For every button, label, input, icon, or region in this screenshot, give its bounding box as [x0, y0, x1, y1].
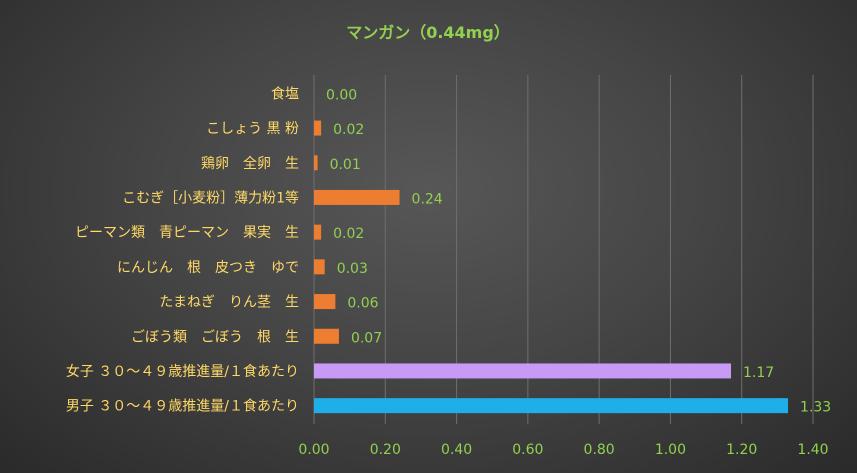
category-label: たまねぎ りん茎 生 — [159, 295, 299, 311]
category-label: ごぼう類 ごぼう 根 生 — [131, 329, 299, 345]
category-label: 女子 ３０～４９歳推進量/１食あたり — [66, 363, 299, 380]
bars — [314, 120, 789, 414]
value-label: 0.06 — [347, 296, 378, 312]
value-label: 0.07 — [351, 330, 382, 346]
value-labels: 0.00 0.02 0.01 0.24 0.02 0.03 0.06 0.07 1.17 1.33 — [326, 87, 831, 415]
x-tick-label: 1.00 — [655, 442, 686, 458]
value-label: 0.00 — [326, 87, 357, 103]
x-tick-label: 0.00 — [298, 442, 329, 458]
bar — [314, 259, 325, 275]
category-label: 鶏卵 全卵 生 — [201, 155, 299, 172]
x-tick-label: 0.60 — [512, 442, 543, 458]
x-tick-label: 0.20 — [370, 442, 401, 458]
category-label: 食塩 — [271, 85, 299, 102]
value-label: 0.01 — [330, 157, 361, 173]
x-tick-label: 0.80 — [584, 442, 615, 458]
bar — [314, 398, 789, 414]
bar — [314, 328, 339, 344]
category-label: こしょう 黒 粉 — [206, 121, 299, 137]
value-label: 1.17 — [743, 365, 774, 381]
category-label: こむぎ［小麦粉］薄力粉1等 — [122, 189, 299, 206]
category-label: ピーマン類 青ピーマン 果実 生 — [75, 225, 299, 241]
bar — [314, 363, 732, 379]
bar — [314, 155, 318, 171]
value-label: 0.24 — [412, 191, 443, 207]
value-label: 0.03 — [337, 261, 368, 277]
category-label: 男子 ３０～４９歳推進量/１食あたり — [66, 398, 299, 415]
category-label: にんじん 根 皮つき ゆで — [117, 260, 299, 276]
bar — [314, 294, 336, 310]
value-label: 0.02 — [333, 226, 364, 242]
bar — [314, 120, 322, 136]
x-tick-label: 1.20 — [726, 442, 757, 458]
value-label: 0.02 — [333, 122, 364, 138]
x-axis-tick-labels: 0.00 0.20 0.40 0.60 0.80 1.00 1.20 1.40 — [298, 442, 828, 458]
x-tick-label: 1.40 — [797, 442, 828, 458]
gridlines — [313, 75, 814, 424]
value-label: 1.33 — [800, 400, 831, 416]
bar — [314, 189, 400, 205]
bar — [314, 224, 322, 240]
x-tick-label: 0.40 — [441, 442, 472, 458]
chart-title: マンガン（0.44mg） — [346, 23, 510, 42]
